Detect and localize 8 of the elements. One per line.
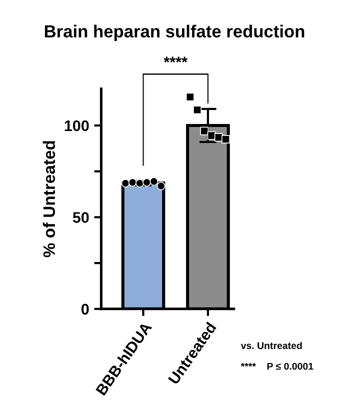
y-tick-label: 50: [72, 212, 89, 223]
text: vs. Untreated: [240, 342, 302, 350]
y-tick-label: 0: [82, 304, 89, 315]
text: **** P ≤ 0.0001: [240, 362, 314, 370]
text: ****: [164, 56, 188, 62]
y-axis-title: % of Untreated: [42, 141, 56, 258]
y-tick-label: 100: [64, 120, 89, 132]
chart-title: Brain heparan sulfate reduction: [44, 24, 304, 41]
